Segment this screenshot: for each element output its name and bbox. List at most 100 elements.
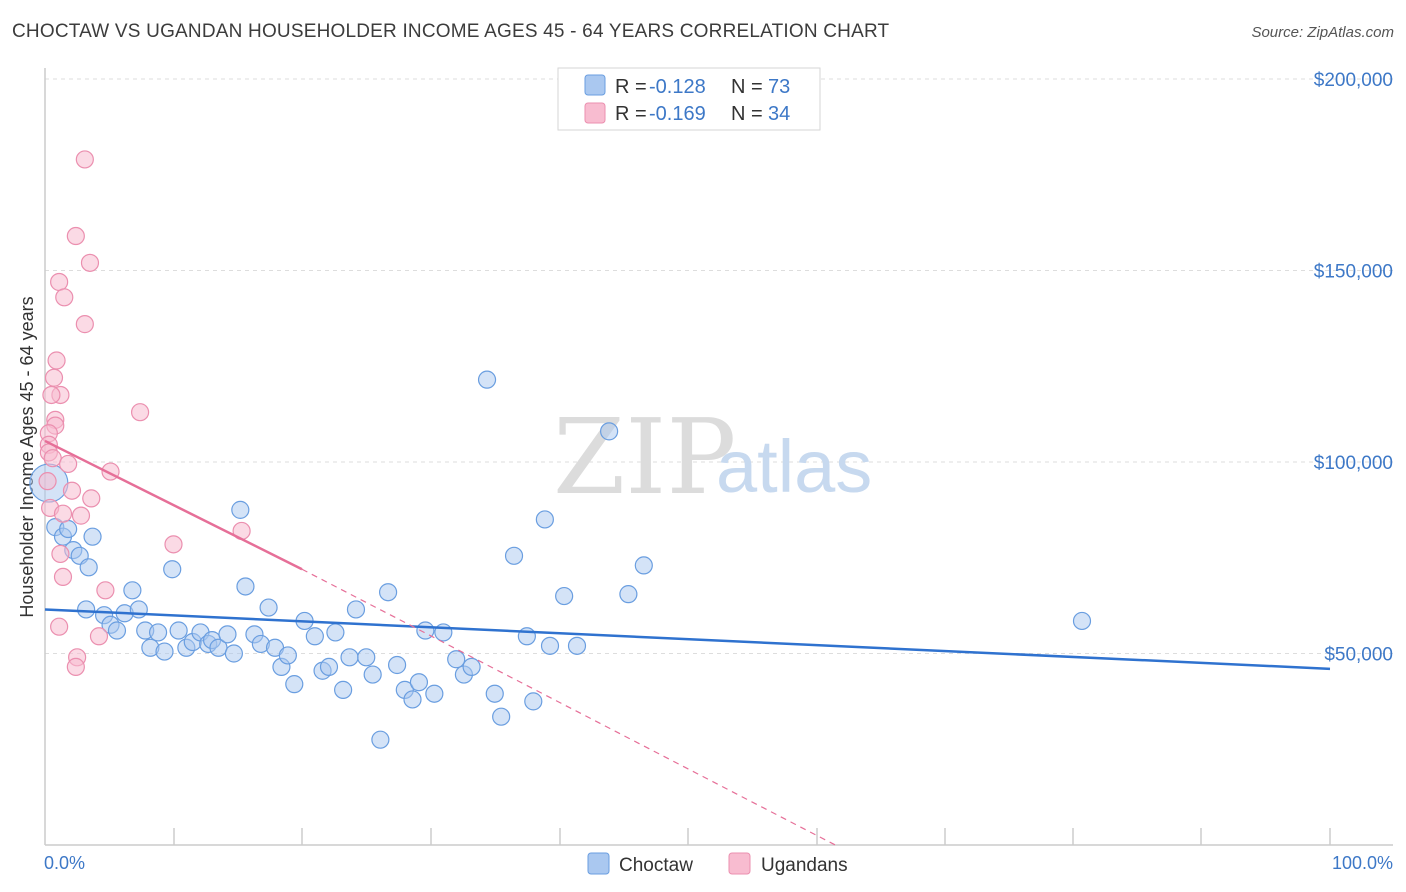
ugandan-point: [66, 657, 85, 677]
choctaw-point: [535, 510, 554, 529]
ugandan-point: [44, 368, 64, 387]
choctaw-point: [285, 675, 304, 694]
ugandan-point: [55, 288, 74, 307]
choctaw-point: [555, 586, 574, 606]
bottom-legend-label-choctaw: Choctaw: [619, 855, 693, 876]
ugandan-point: [59, 454, 78, 474]
choctaw-point: [540, 636, 560, 655]
choctaw-point: [305, 627, 324, 646]
choctaw-point: [567, 636, 587, 655]
ugandan-point: [80, 253, 100, 272]
ugandan-point: [71, 506, 91, 525]
ugandan-point: [47, 351, 66, 370]
ugandan-point: [96, 581, 115, 600]
chart-title: CHOCTAW VS UGANDAN HOUSEHOLDER INCOME AG…: [12, 21, 890, 42]
choctaw-point: [326, 623, 345, 642]
y-tick-labels: $200,000 $150,000 $100,000 $50,000: [1314, 70, 1393, 666]
choctaw-point: [231, 500, 250, 519]
legend-r-value-ugandans: -0.169: [649, 103, 706, 125]
choctaw-point: [236, 577, 255, 596]
y-tick-label: $50,000: [1324, 645, 1393, 666]
ugandan-point: [53, 504, 73, 523]
choctaw-point: [378, 583, 398, 602]
y-tick-label: $150,000: [1314, 262, 1393, 283]
y-tick-label: $200,000: [1314, 70, 1393, 91]
legend-swatch-choctaw: [584, 74, 606, 96]
choctaw-point: [600, 422, 619, 441]
choctaw-point: [319, 657, 339, 677]
choctaw-point: [409, 673, 429, 692]
choctaw-point: [107, 621, 127, 640]
watermark-zip: ZIP: [553, 396, 736, 518]
watermark-atlas: atlas: [716, 425, 872, 508]
choctaw-point: [357, 648, 376, 667]
choctaw-point: [83, 527, 102, 546]
ugandan-point: [43, 449, 62, 468]
choctaw-point: [340, 648, 359, 667]
choctaw-point: [504, 546, 524, 565]
ugandan-point: [51, 544, 70, 564]
ugandan-point: [50, 617, 69, 636]
y-tick-label: $100,000: [1314, 453, 1393, 474]
legend-r-value-choctaw: -0.128: [649, 76, 706, 98]
choctaw-point: [59, 519, 78, 539]
choctaw-point: [477, 370, 497, 389]
choctaw-point: [163, 560, 182, 579]
x-axis-ticks: [173, 828, 1331, 845]
series-choctaw-points: [29, 370, 1092, 749]
ugandans-trend-extension: [301, 568, 836, 846]
choctaw-point: [346, 600, 366, 619]
choctaw-point: [462, 657, 481, 677]
legend-r-label-choctaw: R =: [615, 76, 647, 98]
y-axis-title: Householder Income Ages 45 - 64 years: [17, 296, 37, 617]
choctaw-point: [218, 625, 237, 644]
x-tick-label-max: 100.0%: [1332, 853, 1393, 873]
choctaw-point: [387, 655, 407, 675]
choctaw-point: [492, 707, 511, 726]
ugandan-point: [42, 385, 61, 405]
series-legend: Choctaw Ugandans: [587, 852, 848, 876]
ugandan-point: [164, 535, 183, 554]
choctaw-point: [148, 623, 168, 642]
ugandan-point: [53, 567, 73, 587]
bottom-legend-label-ugandans: Ugandans: [761, 855, 848, 876]
x-tick-label-min: 0.0%: [44, 853, 85, 873]
choctaw-point: [619, 585, 638, 604]
choctaw-point: [425, 684, 444, 703]
ugandan-point: [50, 272, 69, 292]
choctaw-point: [259, 598, 278, 617]
choctaw-point: [129, 600, 148, 619]
ugandan-point: [75, 150, 94, 169]
series-ugandans-points: [38, 150, 251, 677]
choctaw-trend-line: [44, 608, 1331, 671]
legend-n-label-ugandans: N =: [731, 103, 763, 125]
choctaw-point: [403, 690, 422, 709]
choctaw-point: [169, 621, 188, 640]
legend-swatch-ugandans: [584, 102, 606, 124]
choctaw-point: [77, 600, 96, 619]
bottom-legend-swatch-choctaw: [587, 852, 610, 875]
choctaw-point: [155, 642, 174, 661]
legend-n-value-ugandans: 34: [768, 103, 790, 125]
ugandan-point: [66, 226, 85, 246]
choctaw-point: [278, 646, 297, 665]
ugandan-point: [62, 481, 82, 500]
choctaw-point: [79, 558, 98, 577]
source-label: Source: ZipAtlas.com: [1251, 24, 1394, 41]
choctaw-point: [224, 644, 243, 663]
ugandan-point: [75, 315, 94, 334]
ugandan-point: [130, 403, 150, 422]
correlation-legend: R = -0.128 N = 73 R = -0.169 N = 34: [557, 67, 821, 131]
choctaw-point: [334, 680, 353, 699]
choctaw-point: [485, 684, 504, 703]
ugandan-point: [82, 489, 101, 508]
ugandan-point: [38, 472, 57, 491]
choctaw-point: [363, 665, 382, 684]
trend-lines: [44, 439, 1331, 846]
choctaw-point: [1072, 611, 1092, 631]
choctaw-point: [524, 692, 543, 711]
choctaw-point: [634, 556, 653, 575]
choctaw-point: [371, 730, 390, 749]
choctaw-point: [123, 581, 142, 600]
